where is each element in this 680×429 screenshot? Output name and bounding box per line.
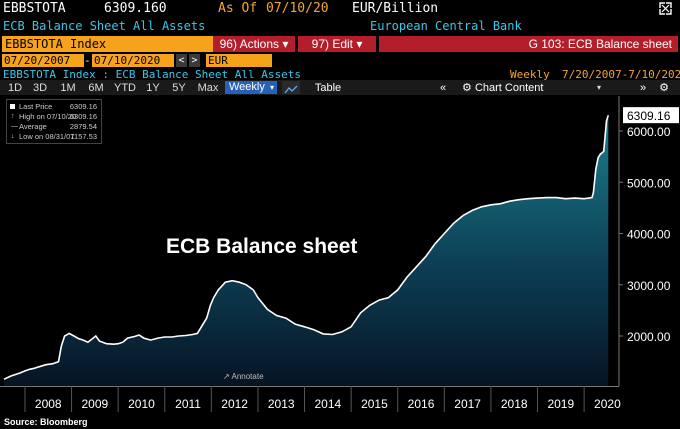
date-range-label: 7/20/2007-7/10/2020	[562, 68, 680, 81]
legend-item-high: ↑ High on 07/10/20 6309.16	[10, 112, 100, 121]
y-tick-label: 3000.00	[627, 279, 671, 293]
timeframe-ytd[interactable]: YTD	[114, 82, 136, 94]
timeframe-1y[interactable]: 1Y	[146, 82, 160, 94]
legend-value: 6309.16	[69, 112, 97, 121]
legend-item-last-price: Last Price 6309.16	[10, 102, 100, 111]
calendar-prev-icon[interactable]: <	[176, 54, 187, 67]
as-of-label: As Of	[218, 1, 258, 16]
low-marker-icon: ↓	[11, 133, 15, 140]
timeframe-toolbar: 1D 3D 1M 6M YTD 1Y 5Y Max Weekly ▾ Table…	[0, 80, 680, 95]
x-tick-label: 2013	[268, 397, 295, 411]
start-date-input[interactable]: 07/20/2007	[2, 54, 84, 67]
y-tick-label: 4000.00	[627, 228, 671, 242]
chart-content-menu[interactable]: ⚙ Chart Content	[462, 82, 543, 94]
high-marker-icon: ↑	[11, 113, 15, 120]
calendar-next-icon[interactable]: >	[189, 54, 200, 67]
last-value-badge	[623, 107, 679, 124]
legend-label: Last Price	[19, 102, 53, 111]
timeframe-1m[interactable]: 1M	[60, 82, 76, 94]
period-select-label: Weekly	[229, 81, 265, 93]
chart-legend: Last Price 6309.16 ↑ High on 07/10/20 63…	[6, 99, 102, 144]
chart-info-bar: EBBSTOTA Index : ECB Balance Sheet All A…	[0, 68, 680, 82]
chevron-down-icon[interactable]: ▾	[596, 83, 601, 92]
x-tick-label: 2008	[35, 397, 62, 411]
series-area	[4, 115, 609, 386]
last-value: 6309.160	[104, 1, 167, 16]
description-text: ECB Balance Sheet All Assets	[3, 19, 206, 33]
x-tick-label: 2011	[175, 397, 201, 411]
y-tick-label: 2000.00	[627, 330, 671, 344]
chart-content-label: Chart Content	[474, 82, 544, 94]
timeframe-3d[interactable]: 3D	[32, 82, 48, 94]
chart-area: 2000.00 3000.00 4000.00 5000.00 6000.00 6309.…	[0, 96, 679, 412]
x-tick-label: 2010	[128, 397, 155, 411]
x-tick-label: 2019	[547, 397, 574, 411]
double-chevron-right-icon[interactable]: »	[639, 82, 647, 94]
legend-label: High on 07/10/20	[19, 112, 77, 121]
source-note: Source: Bloomberg	[4, 417, 88, 427]
y-tick-label: 6000.00	[627, 125, 671, 139]
table-button[interactable]: Table	[314, 82, 342, 94]
chevron-down-icon: ▾	[269, 83, 274, 92]
x-tick-label: 2017	[454, 397, 481, 411]
units-label: EUR/Billion	[352, 1, 439, 16]
legend-label: Low on 08/31/07	[19, 132, 75, 141]
period-select[interactable]: Weekly ▾	[225, 81, 277, 94]
average-marker-icon: —	[11, 123, 18, 130]
as-of-date: 07/10/20	[266, 1, 329, 16]
double-chevron-left-icon[interactable]: «	[439, 82, 447, 94]
legend-label: Average	[19, 122, 47, 131]
date-range-bar: 07/20/2007 - 07/10/2020 < > EUR	[0, 53, 680, 68]
x-tick-label: 2015	[361, 397, 388, 411]
function-title: G 103: ECB Balance sheet	[379, 36, 678, 52]
frequency-label: Weekly	[510, 68, 550, 81]
x-tick-label: 2016	[408, 397, 435, 411]
y-tick-label: 5000.00	[627, 176, 671, 190]
x-tick-label: 2009	[82, 397, 109, 411]
legend-item-low: ↓ Low on 08/31/07 1157.53	[10, 132, 100, 141]
security-header: EBBSTOTA 6309.160 As Of 07/10/20 EUR/Bil…	[0, 0, 680, 18]
x-tick-label: 2012	[221, 397, 248, 411]
settings-icon[interactable]: ⚙	[659, 82, 669, 94]
x-tick-label: 2018	[501, 397, 528, 411]
x-tick-label: 2020	[594, 397, 621, 411]
timeframe-max[interactable]: Max	[197, 82, 219, 94]
source-name: European Central Bank	[370, 19, 522, 33]
chart-description: EBBSTOTA Index : ECB Balance Sheet All A…	[3, 68, 302, 81]
series-line	[3, 114, 610, 380]
legend-value: 1157.53	[70, 132, 97, 141]
legend-swatch	[10, 104, 15, 109]
legend-value: 2879.54	[69, 122, 97, 131]
expand-icon[interactable]	[659, 2, 672, 15]
last-value-label: 6309.16	[627, 109, 671, 123]
actions-menu[interactable]: 96) Actions ▾	[213, 36, 295, 52]
annotate-button[interactable]: ↗ Annotate	[223, 372, 264, 381]
end-date-input[interactable]: 07/10/2020	[92, 54, 174, 67]
timeframe-5y[interactable]: 5Y	[172, 82, 186, 94]
timeframe-6m[interactable]: 6M	[88, 82, 104, 94]
ticker-symbol: EBBSTOTA	[3, 1, 66, 16]
toolbar: EBBSTOTA Index 96) Actions ▾ 97) Edit ▾ …	[0, 36, 680, 53]
currency-select[interactable]: EUR	[206, 54, 272, 67]
x-tick-label: 2014	[314, 397, 341, 411]
date-separator: -	[84, 54, 91, 67]
edit-menu[interactable]: 97) Edit ▾	[298, 36, 376, 52]
timeframe-1d[interactable]: 1D	[7, 82, 23, 94]
legend-item-average: — Average 2879.54	[10, 122, 100, 131]
legend-value: 6309.16	[69, 102, 97, 111]
security-input[interactable]: EBBSTOTA Index	[2, 36, 213, 52]
security-description: ECB Balance Sheet All Assets European Ce…	[0, 18, 680, 35]
settings-icon: ⚙	[462, 82, 472, 94]
chart-title: ECB Balance sheet	[166, 235, 357, 258]
line-chart-icon[interactable]	[282, 81, 300, 94]
